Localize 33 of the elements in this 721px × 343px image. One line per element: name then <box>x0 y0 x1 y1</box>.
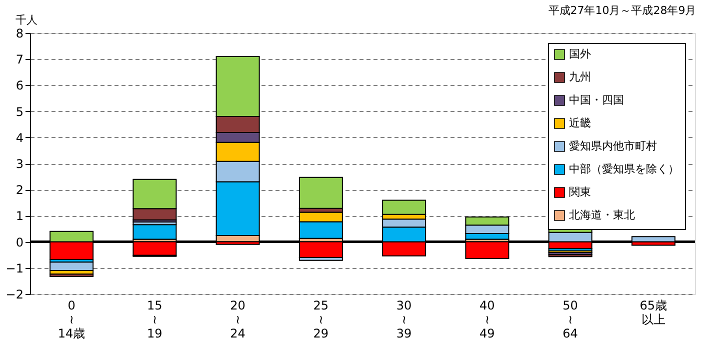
x-tick-label: 15 ≀ 19 <box>147 298 162 340</box>
legend-label: 近畿 <box>569 116 591 130</box>
chart-subtitle: 平成27年10月～平成28年9月 <box>548 4 696 17</box>
legend-label: 中部（愛知県を除く） <box>569 162 679 176</box>
legend-label: 国外 <box>569 48 591 60</box>
legend-label: 北海道・東北 <box>569 208 635 222</box>
bar <box>298 176 343 209</box>
bar <box>132 224 177 240</box>
legend-label: 愛知県内他市町村 <box>569 140 657 152</box>
y-tick-label: 5 <box>16 104 24 119</box>
x-tick-label: 50 ≀ 64 <box>562 298 578 340</box>
x-tick-label: 0 ≀ 14歳 <box>58 298 86 340</box>
legend-label: 中国・四国 <box>569 94 624 106</box>
y-tick-label: 8 <box>16 26 24 40</box>
x-tick-label: 30 ≀ 39 <box>396 298 412 340</box>
legend-label: 関東 <box>569 186 591 198</box>
x-tick-label: 65歳以上 <box>640 298 668 326</box>
y-tick-label: 4 <box>16 130 24 145</box>
x-tick-label: 25 ≀ 29 <box>313 298 329 340</box>
x-tick-label: 40 ≀ 49 <box>480 298 495 340</box>
x-tick-label: 20 ≀ 24 <box>230 298 246 340</box>
legend-label: 九州 <box>569 70 591 84</box>
y-tick-label: −1 <box>6 261 24 276</box>
y-tick-label: 3 <box>16 157 24 171</box>
y-tick-label: 0 <box>16 235 24 250</box>
y-tick-label: 7 <box>16 52 24 67</box>
y-tick-label: 6 <box>16 78 24 93</box>
y-tick-label: 2 <box>16 183 24 198</box>
bar <box>50 274 94 278</box>
y-tick-label: 1 <box>16 209 24 224</box>
y-tick-label: −2 <box>6 288 24 302</box>
y-axis-title: 千人 <box>16 14 38 26</box>
bar <box>50 262 94 272</box>
